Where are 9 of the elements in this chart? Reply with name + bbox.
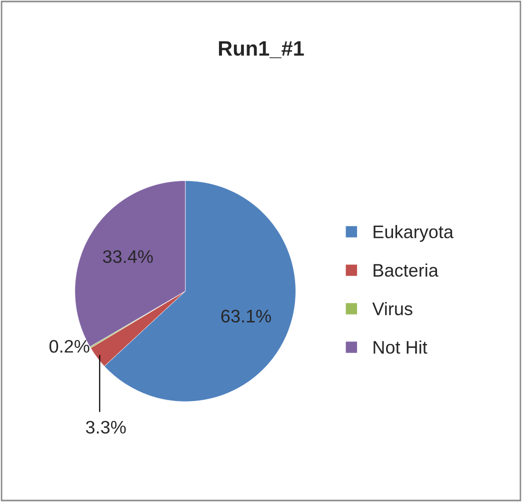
legend-label: Bacteria <box>374 263 438 277</box>
legend-label: Not Hit <box>374 340 428 354</box>
data-label: 3.3% <box>86 420 126 434</box>
chart-title: Run1_#1 <box>218 41 304 58</box>
data-label: 0.2% <box>49 340 90 353</box>
data-label: 63.1% <box>221 310 271 323</box>
legend-label: Virus <box>372 302 412 316</box>
data-label: 33.4% <box>102 250 153 263</box>
legend-label: Eukaryota <box>374 225 454 242</box>
